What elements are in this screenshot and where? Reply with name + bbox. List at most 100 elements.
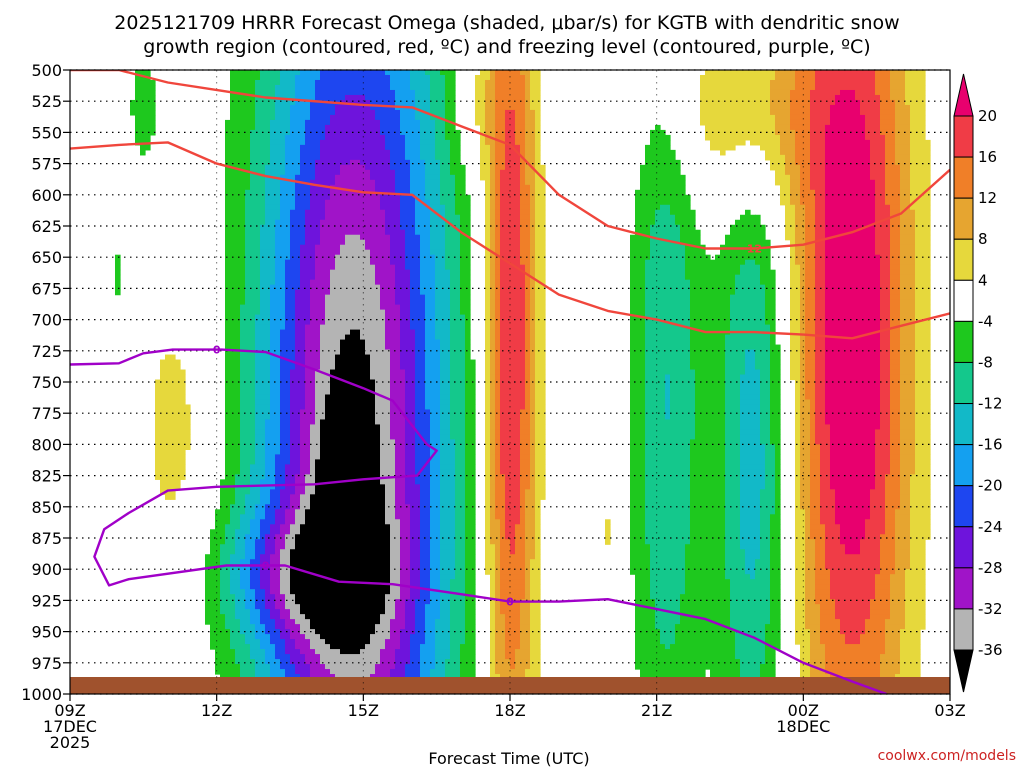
omega-cell [250,614,256,620]
omega-cell [320,619,326,625]
omega-cell [315,649,321,655]
omega-cell [240,584,246,590]
omega-cell [335,509,341,515]
omega-cell [370,284,376,291]
omega-cell [260,169,266,176]
omega-cell [295,369,301,376]
omega-cell [255,209,261,216]
omega-cell [305,619,311,625]
omega-cell [280,509,286,515]
omega-cell [370,524,376,530]
omega-cell [250,419,256,426]
omega-cell [260,269,266,276]
omega-cell [350,319,356,326]
omega-cell [395,554,401,560]
omega-cell [295,419,301,426]
omega-cell [225,239,231,246]
omega-cell [310,70,316,76]
omega-cell [370,409,376,416]
omega-cell [360,129,366,136]
omega-cell [225,644,231,650]
omega-cell [305,319,311,326]
omega-cell [405,594,411,600]
omega-cell [275,554,281,560]
omega-cell [250,469,256,475]
omega-cell [370,324,376,331]
omega-cell [245,319,251,326]
omega-cell [370,429,376,436]
omega-cell [320,174,326,181]
omega-cell [375,94,381,101]
omega-cell [300,659,306,665]
omega-cell [285,599,291,605]
omega-cell [250,319,256,326]
omega-cell [295,354,301,361]
omega-cell [320,234,326,241]
omega-cell [255,454,261,460]
omega-cell [405,659,411,665]
omega-cell [300,519,306,525]
omega-cell [270,294,276,301]
omega-cell [325,459,331,465]
omega-cell [305,214,311,221]
omega-cell [235,624,241,630]
omega-cell [160,429,166,436]
omega-cell [405,299,411,306]
omega-cell [350,564,356,570]
omega-cell [395,179,401,186]
omega-cell [235,229,241,236]
omega-cell [165,434,171,441]
omega-cell [320,349,326,356]
omega-cell [330,454,336,460]
omega-cell [145,94,151,101]
omega-cell [370,139,376,146]
omega-cell [300,254,306,261]
omega-cell [285,199,291,206]
omega-cell [285,649,291,655]
omega-cell [240,109,246,116]
omega-cell [315,309,321,316]
omega-cell [395,399,401,406]
omega-cell [270,409,276,416]
omega-cell [300,329,306,336]
omega-cell [320,414,326,421]
omega-cell [295,654,301,660]
omega-cell [365,229,371,236]
omega-cell [365,369,371,376]
omega-cell [265,629,271,635]
omega-cell [370,639,376,645]
omega-cell [335,219,341,226]
omega-cell [170,419,176,426]
omega-cell [375,394,381,401]
omega-cell [390,244,396,251]
omega-cell [395,379,401,386]
omega-cell [370,349,376,356]
omega-cell [270,239,276,246]
omega-cell [380,624,386,630]
omega-cell [365,224,371,231]
omega-cell [305,539,311,545]
omega-cell [315,384,321,391]
omega-cell [315,194,321,201]
omega-cell [275,469,281,475]
omega-cell [390,279,396,286]
omega-cell [290,344,296,351]
omega-cell [375,574,381,580]
omega-cell [280,249,286,256]
omega-cell [295,414,301,421]
omega-cell [405,264,411,271]
omega-cell [310,419,316,426]
omega-cell [365,454,371,460]
omega-cell [145,124,151,131]
omega-cell [395,294,401,301]
omega-cell [315,424,321,431]
omega-cell [290,454,296,460]
omega-cell [265,119,271,126]
omega-cell [305,94,311,101]
omega-cell [380,154,386,161]
omega-cell [355,174,361,181]
omega-cell [330,154,336,161]
omega-cell [385,204,391,211]
omega-cell [335,299,341,306]
omega-cell [290,559,296,565]
